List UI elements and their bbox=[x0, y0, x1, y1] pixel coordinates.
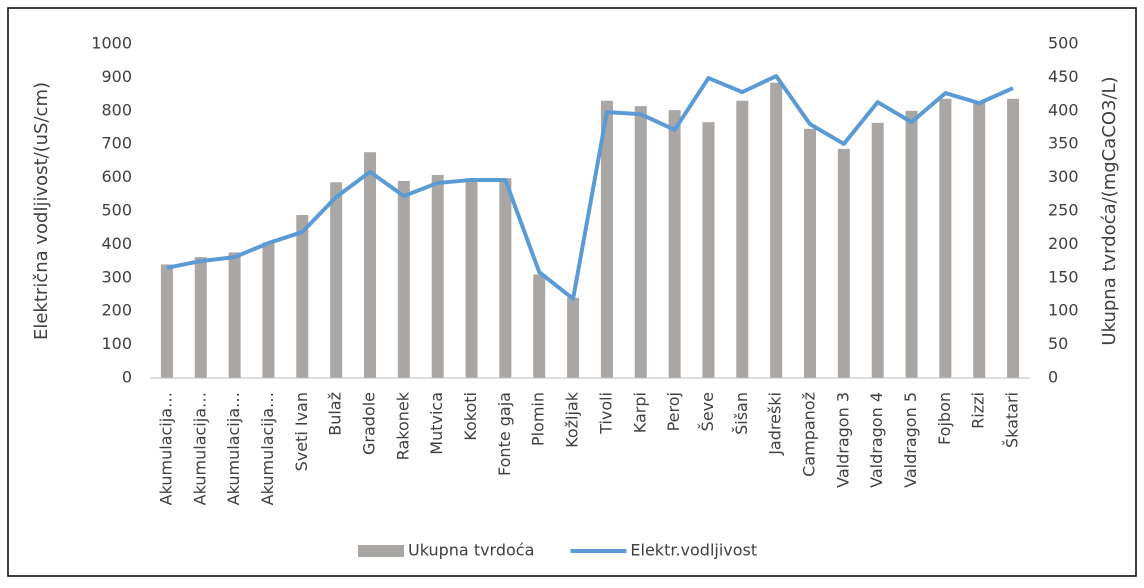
x-tick-label: Kokoti bbox=[461, 392, 480, 441]
y2-axis-label: Ukupna tvrdoća/(mgCaCO3/L) bbox=[1099, 76, 1120, 345]
bar bbox=[431, 174, 444, 378]
y-tick-label: 300 bbox=[101, 267, 132, 286]
bar bbox=[364, 152, 376, 378]
x-tick-label: Plomin bbox=[529, 392, 548, 446]
y2-tick-label: 500 bbox=[1048, 34, 1079, 53]
y2-tick-label: 0 bbox=[1048, 368, 1058, 387]
legend-swatch bbox=[358, 545, 404, 557]
bar bbox=[567, 297, 580, 378]
x-tick-label: Jadreški bbox=[766, 392, 785, 456]
x-tick-label: Kožljak bbox=[563, 391, 582, 448]
y2-tick-label: 400 bbox=[1048, 100, 1079, 119]
y2-tick-label: 200 bbox=[1048, 234, 1079, 253]
bar bbox=[160, 264, 173, 378]
x-tick-label: Bulaž bbox=[326, 392, 345, 436]
x-tick-label: Gradole bbox=[360, 392, 379, 455]
bar bbox=[837, 148, 850, 378]
bar bbox=[600, 100, 613, 378]
bar bbox=[499, 178, 512, 378]
x-tick-label: Ševe bbox=[698, 392, 717, 431]
x-tick-label: Šišan bbox=[732, 392, 751, 435]
y-tick-label: 900 bbox=[101, 67, 132, 86]
y-tick-label: 700 bbox=[101, 134, 132, 153]
bar bbox=[194, 257, 207, 378]
bar bbox=[397, 180, 410, 378]
x-tick-label: Akumulacija… bbox=[156, 392, 175, 505]
y-axis-label: Električna vodljivost/(uS/cm) bbox=[31, 82, 52, 340]
y-tick-label: 100 bbox=[101, 334, 132, 353]
legend-label: Elektr.vodljivost bbox=[630, 541, 757, 560]
y2-tick-label: 250 bbox=[1048, 201, 1079, 220]
x-tick-label: Mutvica bbox=[427, 392, 446, 455]
x-tick-label: Valdragon 4 bbox=[867, 392, 886, 488]
bar bbox=[634, 106, 647, 379]
bar bbox=[702, 122, 715, 378]
bar bbox=[770, 82, 783, 378]
x-tick-label: Sveti Ivan bbox=[292, 392, 311, 471]
y2-tick-label: 50 bbox=[1048, 334, 1068, 353]
x-tick-label: Rizzi bbox=[969, 392, 988, 429]
x-tick-label: Fonte gaja bbox=[495, 392, 514, 476]
x-tick-label: Valdragon 5 bbox=[901, 392, 920, 488]
bar bbox=[871, 122, 884, 378]
bar bbox=[973, 102, 986, 378]
x-tick-label: Akumulacija… bbox=[224, 392, 243, 505]
bar bbox=[465, 178, 478, 378]
x-tick-label: Tivoli bbox=[596, 392, 615, 435]
bar bbox=[296, 215, 309, 378]
x-tick-label: Valdragon 3 bbox=[833, 392, 852, 488]
bar bbox=[905, 110, 918, 379]
y-tick-label: 800 bbox=[101, 100, 132, 119]
y-tick-label: 600 bbox=[101, 167, 132, 186]
x-tick-label: Karpi bbox=[630, 392, 649, 433]
bar bbox=[804, 128, 816, 378]
line bbox=[166, 74, 1014, 301]
y2-tick-label: 450 bbox=[1048, 67, 1079, 86]
x-tick-label: Fojbon bbox=[935, 392, 954, 445]
y2-tick-label: 350 bbox=[1048, 134, 1079, 153]
bar bbox=[1007, 98, 1020, 378]
bar bbox=[228, 252, 241, 378]
y2-tick-label: 100 bbox=[1048, 301, 1079, 320]
bar bbox=[668, 110, 681, 378]
bar bbox=[736, 100, 749, 378]
bar bbox=[939, 98, 952, 378]
y-tick-label: 500 bbox=[101, 201, 132, 220]
y-tick-label: 0 bbox=[122, 368, 132, 387]
chart-border bbox=[7, 7, 1137, 577]
x-tick-label: Campanož bbox=[800, 392, 819, 477]
bar bbox=[262, 242, 275, 378]
y-tick-label: 200 bbox=[101, 301, 132, 320]
legend-label: Ukupna tvrdoća bbox=[408, 541, 534, 560]
x-tick-label: Rakonek bbox=[393, 391, 412, 460]
bar bbox=[533, 274, 546, 378]
bar bbox=[330, 182, 343, 378]
y-tick-label: 1000 bbox=[91, 34, 132, 53]
y2-tick-label: 300 bbox=[1048, 167, 1079, 186]
x-tick-label: Peroj bbox=[664, 392, 683, 431]
x-tick-label: Škatari bbox=[1003, 392, 1022, 448]
y-tick-label: 400 bbox=[101, 234, 132, 253]
y2-tick-label: 150 bbox=[1048, 267, 1079, 286]
x-tick-label: Akumulacija… bbox=[258, 392, 277, 505]
x-tick-label: Akumulacija… bbox=[190, 392, 209, 505]
